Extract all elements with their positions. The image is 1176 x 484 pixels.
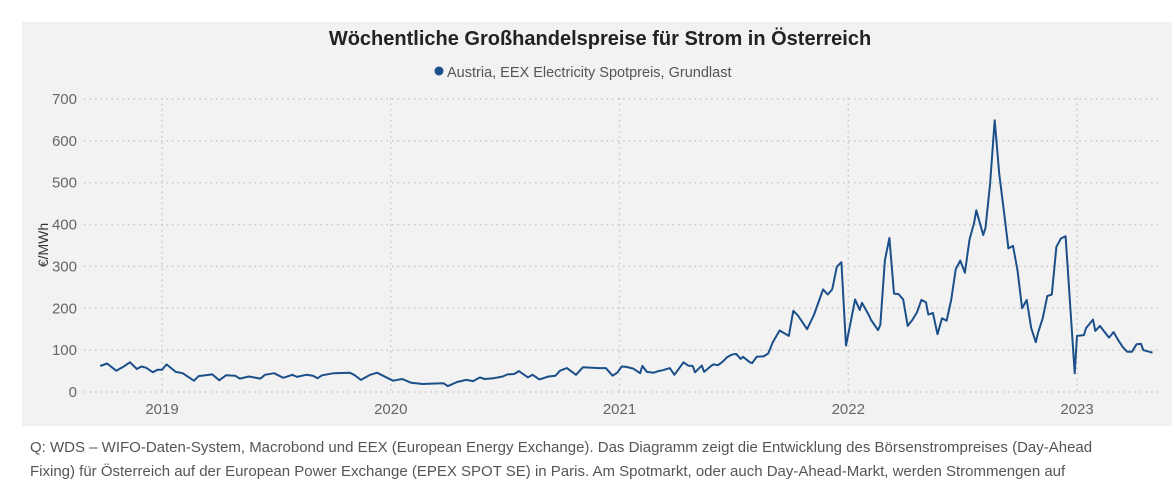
y-tick-label: 400 bbox=[52, 217, 77, 234]
y-tick-label: 500 bbox=[52, 175, 77, 192]
x-tick-label: 2022 bbox=[832, 401, 865, 418]
caption-line: Q: WDS – WIFO-Daten-System, Macrobond un… bbox=[30, 439, 1093, 456]
legend-label: Austria, EEX Electricity Spotpreis, Grun… bbox=[447, 65, 731, 81]
x-tick-label: 2019 bbox=[145, 401, 178, 418]
x-tick-label: 2021 bbox=[603, 401, 636, 418]
y-tick-label: 700 bbox=[52, 91, 77, 108]
chart-title: Wöchentliche Großhandelspreise für Strom… bbox=[329, 27, 871, 50]
chart-panel: Wöchentliche Großhandelspreise für Strom… bbox=[22, 22, 1172, 426]
y-tick-label: 200 bbox=[52, 300, 77, 317]
x-tick-label: 2023 bbox=[1060, 401, 1093, 418]
y-axis-label: €/MWh bbox=[35, 223, 51, 267]
y-tick-label: 300 bbox=[52, 258, 77, 275]
caption-line: Fixing) für Österreich auf der European … bbox=[30, 463, 1066, 480]
x-tick-label: 2020 bbox=[374, 401, 407, 418]
y-tick-label: 0 bbox=[69, 384, 77, 401]
series-line bbox=[99, 119, 1153, 388]
y-tick-label: 100 bbox=[52, 342, 77, 359]
legend: Austria, EEX Electricity Spotpreis, Grun… bbox=[434, 65, 731, 81]
legend-marker bbox=[434, 66, 444, 76]
line-chart: Wöchentliche Großhandelspreise für Strom… bbox=[35, 27, 1162, 418]
source-caption: Q: WDS – WIFO-Daten-System, Macrobond un… bbox=[30, 436, 1170, 484]
y-tick-label: 600 bbox=[52, 133, 77, 150]
